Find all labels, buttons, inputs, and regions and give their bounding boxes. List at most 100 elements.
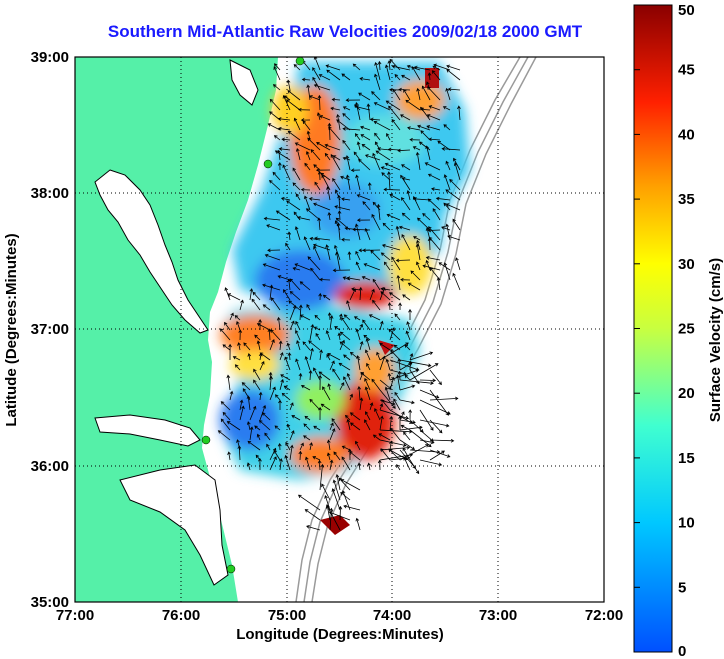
velocity-vector — [419, 419, 450, 428]
velocity-vector — [371, 213, 381, 231]
velocity-vector — [428, 226, 441, 241]
velocity-vector — [249, 405, 257, 421]
velocity-vector — [305, 150, 311, 161]
velocity-vector — [278, 340, 283, 351]
velocity-vector — [409, 351, 434, 361]
velocity-vector — [364, 154, 381, 161]
colorbar-tick-label: 35 — [678, 191, 695, 208]
velocity-vector — [415, 261, 421, 271]
velocity-vector — [339, 339, 345, 351]
velocity-vector — [313, 425, 321, 431]
velocity-vector — [384, 162, 401, 171]
velocity-vector — [436, 276, 441, 291]
velocity-vector — [328, 126, 341, 141]
velocity-vector — [416, 239, 421, 251]
colorbar-tick-label: 25 — [678, 321, 695, 338]
y-axis: 39:00 38:00 37:00 36:00 35:00 Latitude (… — [3, 49, 69, 611]
velocity-vector — [379, 415, 384, 431]
velocity-vector — [326, 439, 331, 451]
grid-lines — [75, 57, 604, 602]
velocity-vector — [368, 314, 381, 321]
velocity-vector — [401, 197, 411, 211]
x-tick-label: 75:00 — [268, 607, 306, 624]
velocity-vector — [253, 379, 261, 391]
velocity-vector — [422, 212, 431, 221]
velocity-vector — [273, 135, 281, 141]
velocity-vector — [339, 341, 351, 351]
velocity-vector — [312, 67, 321, 81]
velocity-vector — [289, 305, 297, 321]
velocity-vector — [319, 115, 331, 121]
velocity-vector — [411, 66, 421, 81]
velocity-vector — [341, 197, 351, 202]
velocity-vector — [409, 429, 432, 448]
velocity-vector — [431, 187, 441, 191]
velocity-vector — [277, 275, 291, 281]
velocity-vector — [298, 107, 311, 112]
velocity-vector — [332, 479, 341, 501]
velocity-vector — [217, 430, 231, 441]
velocity-vector — [429, 419, 443, 434]
velocity-vector — [379, 389, 396, 409]
velocity-vector — [355, 328, 361, 341]
velocity-vector — [304, 415, 311, 421]
velocity-vector — [313, 57, 321, 71]
velocity-vector — [419, 409, 434, 431]
velocity-vector — [387, 372, 392, 381]
velocity-vector — [270, 297, 281, 311]
velocity-vector — [379, 320, 384, 331]
colorbar-tick-label: 0 — [678, 643, 686, 659]
velocity-vector — [363, 263, 381, 271]
velocity-vector — [342, 126, 361, 131]
velocity-vector — [359, 323, 364, 331]
velocity-vector — [409, 459, 420, 475]
velocity-vector — [335, 474, 341, 491]
velocity-vector — [419, 399, 451, 415]
velocity-vector — [336, 119, 351, 131]
velocity-vector — [326, 69, 341, 81]
velocity-vector — [446, 64, 461, 71]
velocity-vector — [277, 126, 291, 131]
velocity-vector — [246, 421, 251, 431]
velocity-vector — [445, 160, 451, 171]
velocity-vector — [298, 372, 303, 381]
velocity-vector — [390, 349, 401, 361]
velocity-vector — [268, 371, 273, 381]
velocity-vector — [254, 425, 261, 431]
velocity-vector — [330, 106, 341, 111]
velocity-vector — [372, 434, 381, 441]
velocity-vector — [394, 74, 401, 81]
velocity-vector — [329, 315, 334, 331]
velocity-vector — [272, 171, 281, 181]
velocity-vector — [304, 162, 311, 171]
velocity-vector — [387, 302, 392, 311]
velocity-vector — [377, 147, 391, 151]
velocity-vector — [219, 328, 231, 341]
velocity-vector — [417, 124, 431, 131]
velocity-vector — [287, 231, 292, 241]
velocity-vector — [370, 250, 381, 261]
velocity-vector — [387, 60, 392, 71]
velocity-vector — [294, 142, 311, 151]
velocity-vector — [332, 268, 351, 273]
velocity-vector — [405, 99, 421, 111]
velocity-vector — [401, 212, 411, 221]
velocity-vector — [305, 208, 321, 221]
velocity-vector — [380, 291, 391, 301]
velocity-vector — [283, 289, 291, 301]
velocity-vector — [354, 133, 361, 141]
velocity-vector — [269, 179, 281, 191]
velocity-vector — [227, 451, 231, 461]
velocity-vector — [429, 438, 455, 443]
velocity-vector — [383, 261, 391, 271]
velocity-vector — [367, 182, 372, 191]
velocity-vector — [357, 386, 362, 401]
velocity-vector — [355, 174, 361, 191]
velocity-vector — [433, 63, 451, 71]
velocity-vector — [313, 202, 331, 211]
velocity-vector — [372, 299, 381, 311]
velocity-vector — [364, 377, 371, 391]
velocity-vector — [379, 409, 410, 420]
velocity-vector — [302, 341, 311, 351]
velocity-vector — [397, 358, 402, 371]
